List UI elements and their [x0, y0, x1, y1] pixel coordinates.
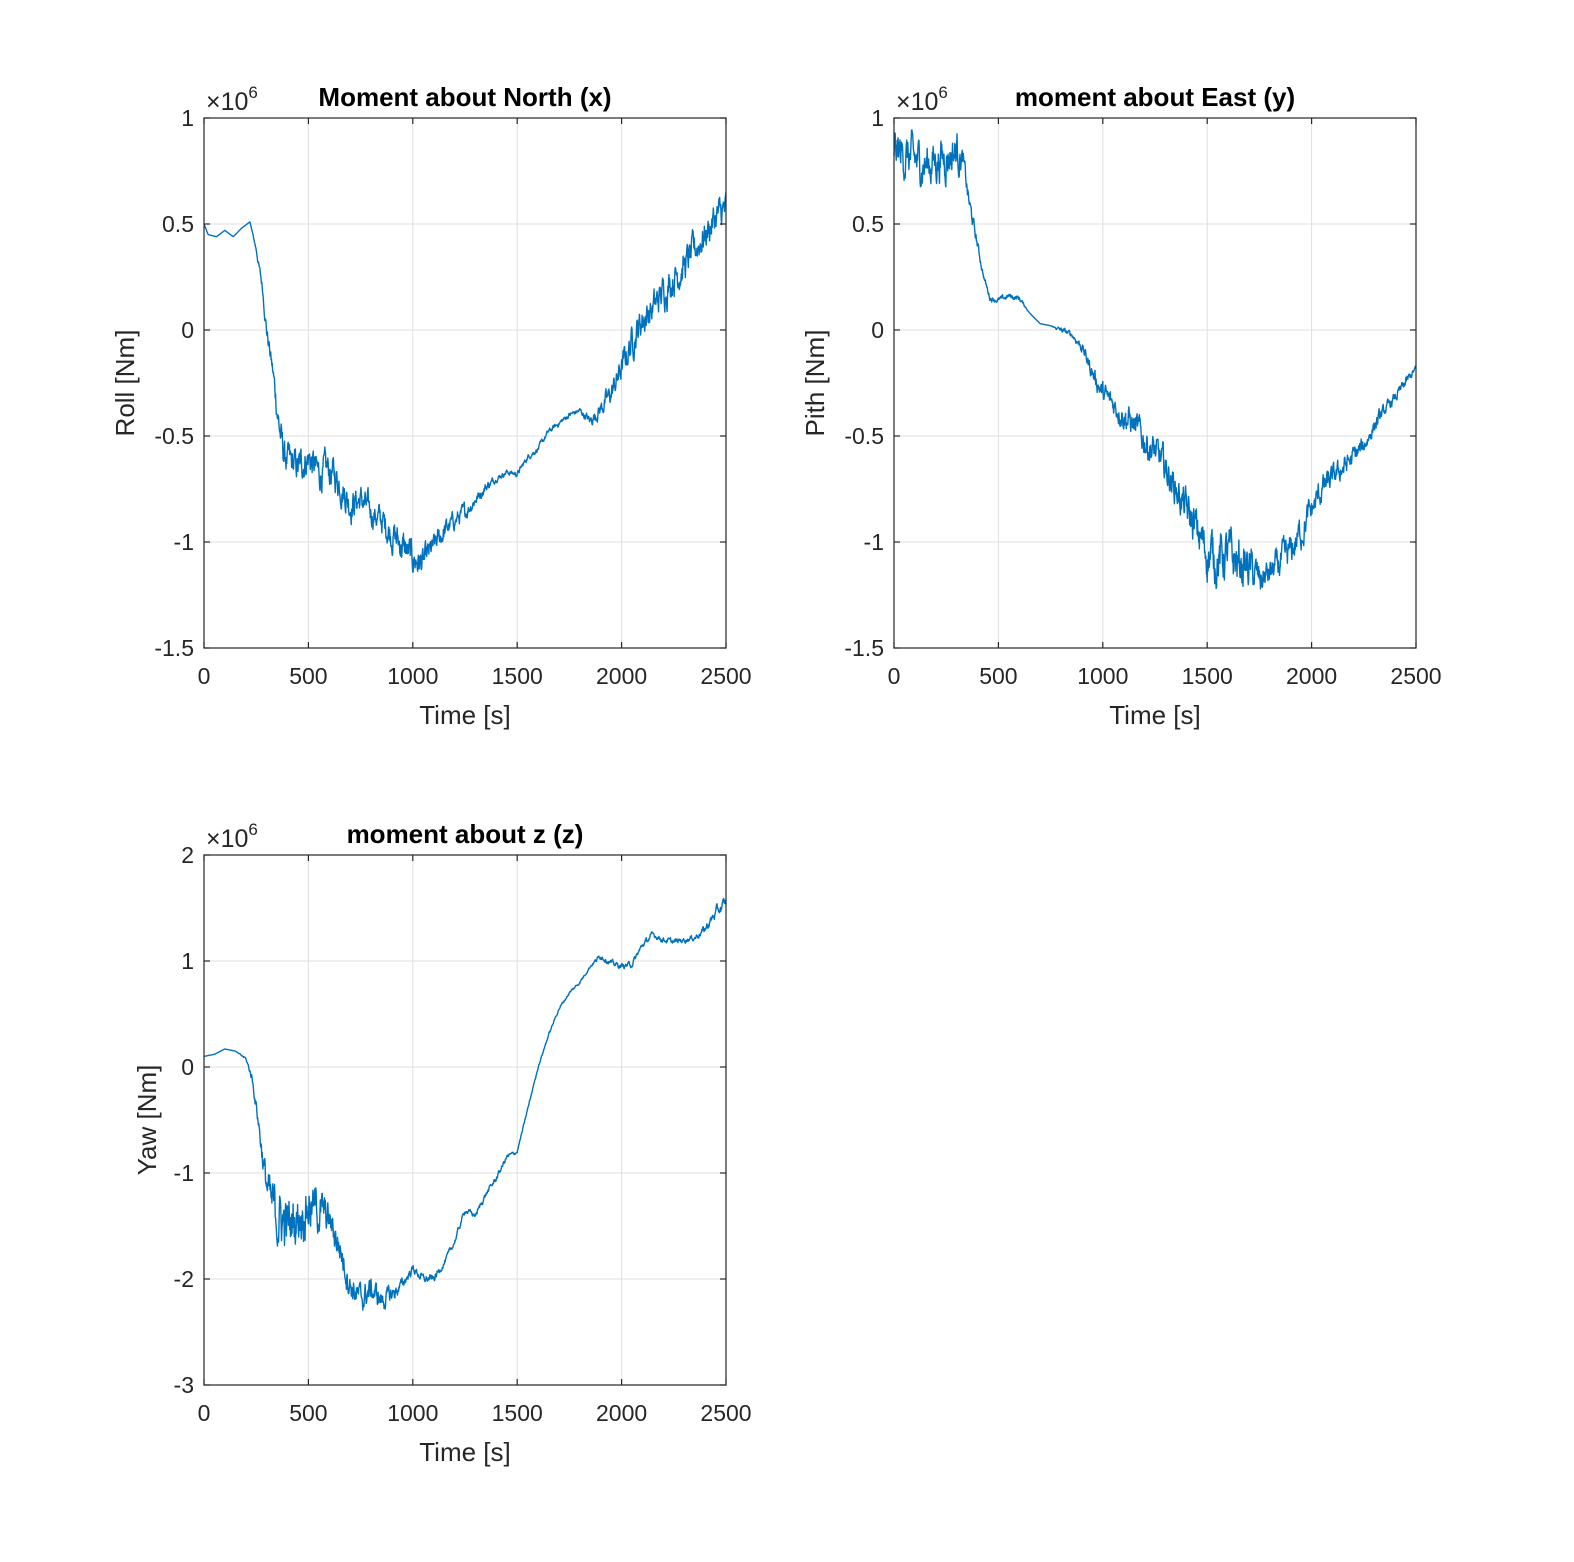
series-line	[893, 129, 1417, 590]
y-axis-label: Roll [Nm]	[110, 330, 140, 437]
axes-frame	[893, 117, 1417, 649]
x-tick-label: 1500	[492, 663, 543, 689]
y-axis-label: Yaw [Nm]	[132, 1065, 162, 1176]
subplot-z: 0 500 1000 1500 2000 2500 -3 -2 -1 0 1 2 ×106 momen…	[132, 819, 752, 1467]
x-tick-label: 2500	[700, 1400, 751, 1426]
exponent-power: 6	[938, 83, 947, 102]
exponent-power: 6	[248, 83, 257, 102]
y-tick-label: -1.5	[154, 635, 194, 661]
y-tick-label: 0.5	[852, 211, 884, 237]
y-tick-label: 0	[181, 317, 194, 343]
x-tick-label: 0	[888, 663, 901, 689]
y-tick-label: -3	[174, 1372, 194, 1398]
chart-title: moment about East (y)	[1015, 82, 1295, 112]
y-tick-label: 1	[181, 948, 194, 974]
x-tick-label: 1000	[1077, 663, 1128, 689]
ticks: 0 500 1000 1500 2000 2500 -1.5 -1 -0.5 0 0.5 1	[844, 105, 1441, 689]
grid	[203, 117, 727, 649]
y-tick-label: -1	[174, 1160, 194, 1186]
x-tick-label: 2500	[1390, 663, 1441, 689]
y-axis-label: Pith [Nm]	[800, 330, 830, 437]
y-tick-label: -2	[174, 1266, 194, 1292]
y-tick-label: 1	[181, 105, 194, 131]
y-tick-label: 0.5	[162, 211, 194, 237]
y-tick-label: -1	[174, 529, 194, 555]
x-tick-label: 0	[198, 1400, 211, 1426]
ticks: 0 500 1000 1500 2000 2500 -1.5 -1 -0.5 0 0.5 1	[154, 105, 751, 689]
x-axis-label: Time [s]	[419, 1437, 510, 1467]
series-line-layer	[893, 129, 1417, 590]
exponent-label: ×106	[206, 820, 258, 853]
series-line-layer	[203, 192, 727, 573]
x-axis-label: Time [s]	[1109, 700, 1200, 730]
y-tick-label: 0	[181, 1054, 194, 1080]
x-tick-label: 1000	[387, 1400, 438, 1426]
exponent-base: ×10	[206, 825, 248, 853]
x-tick-label: 0	[198, 663, 211, 689]
subplot-east: 0 500 1000 1500 2000 2500 -1.5 -1 -0.5 0 0.5 1 ×106…	[800, 82, 1442, 730]
x-tick-label: 1500	[492, 1400, 543, 1426]
subplot-north: 0 500 1000 1500 2000 2500 -1.5 -1 -0.5 0 0.5 1 ×106…	[110, 82, 752, 730]
x-tick-label: 500	[979, 663, 1017, 689]
ticks: 0 500 1000 1500 2000 2500 -3 -2 -1 0 1 2	[174, 842, 752, 1426]
y-tick-label: -0.5	[844, 423, 884, 449]
y-tick-label: 2	[181, 842, 194, 868]
chart-title: Moment about North (x)	[318, 82, 611, 112]
x-tick-label: 2000	[596, 663, 647, 689]
x-axis-label: Time [s]	[419, 700, 510, 730]
y-tick-label: 0	[871, 317, 884, 343]
y-tick-label: 1	[871, 105, 884, 131]
series-line	[203, 897, 727, 1311]
series-line	[203, 192, 727, 573]
axes-frame	[203, 117, 727, 649]
axes-frame	[203, 854, 727, 1386]
x-tick-label: 1000	[387, 663, 438, 689]
y-tick-label: -1.5	[844, 635, 884, 661]
y-tick-label: -1	[864, 529, 884, 555]
grid	[893, 117, 1417, 649]
x-tick-label: 2000	[596, 1400, 647, 1426]
x-tick-label: 2000	[1286, 663, 1337, 689]
x-tick-label: 2500	[700, 663, 751, 689]
y-tick-label: -0.5	[154, 423, 194, 449]
grid	[203, 854, 727, 1386]
x-tick-label: 1500	[1182, 663, 1233, 689]
chart-title: moment about z (z)	[347, 819, 584, 849]
exponent-base: ×10	[206, 88, 248, 116]
exponent-label: ×106	[206, 83, 258, 116]
series-line-layer	[203, 897, 727, 1311]
exponent-power: 6	[248, 820, 257, 839]
x-tick-label: 500	[289, 663, 327, 689]
exponent-label: ×106	[896, 83, 948, 116]
x-tick-label: 500	[289, 1400, 327, 1426]
exponent-base: ×10	[896, 88, 938, 116]
